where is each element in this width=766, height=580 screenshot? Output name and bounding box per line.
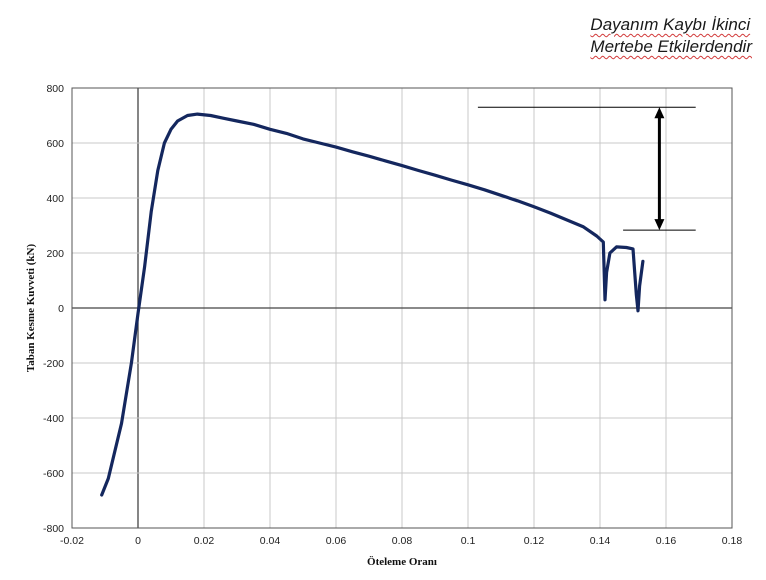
y-tick-label: -400: [43, 413, 64, 425]
y-tick-label: 0: [58, 303, 64, 315]
x-tick-label: 0.04: [260, 535, 281, 547]
axes: [71, 87, 733, 529]
x-tick-label: 0.02: [194, 535, 215, 547]
y-tick-label: 400: [46, 193, 64, 205]
x-tick-label: 0.08: [392, 535, 413, 547]
y-tick-label: 800: [46, 83, 64, 95]
y-tick-label: 600: [46, 138, 64, 150]
arrow-head-down: [654, 219, 665, 231]
reference-markers: [477, 106, 696, 231]
x-tick-label: -0.02: [60, 535, 84, 547]
x-tick-label: 0: [135, 535, 141, 547]
arrow-head-up: [654, 107, 665, 119]
x-tick-label: 0.1: [461, 535, 476, 547]
y-tick-label: -800: [43, 523, 64, 535]
x-tick-label: 0.06: [326, 535, 347, 547]
y-axis-title: Taban Kesme Kuvveti (kN): [25, 244, 37, 373]
y-tick-label: -200: [43, 358, 64, 370]
x-tick-label: 0.12: [524, 535, 545, 547]
annotation-note: Dayanım Kaybı İkinci Mertebe Etkilerdend…: [590, 14, 752, 58]
annotation-line-1: Dayanım Kaybı İkinci: [590, 15, 751, 34]
y-tick-label: -600: [43, 468, 64, 480]
series-layer: [100, 112, 645, 497]
x-axis-title: Öteleme Oranı: [367, 555, 437, 568]
plot-frame: [71, 87, 733, 529]
y-tick-label: 200: [46, 248, 64, 260]
gridlines: [71, 87, 733, 529]
x-tick-label: 0.16: [656, 535, 677, 547]
tick-labels: -0.02 0 0.02 0.04 0.06 0.08 0.1 0.12 0.14 0.16 0.1…: [43, 83, 742, 547]
x-tick-label: 0.14: [590, 535, 611, 547]
x-tick-label: 0.18: [722, 535, 743, 547]
annotation-line-2: Mertebe Etkilerdendir: [590, 37, 752, 56]
series-line: [100, 112, 645, 497]
